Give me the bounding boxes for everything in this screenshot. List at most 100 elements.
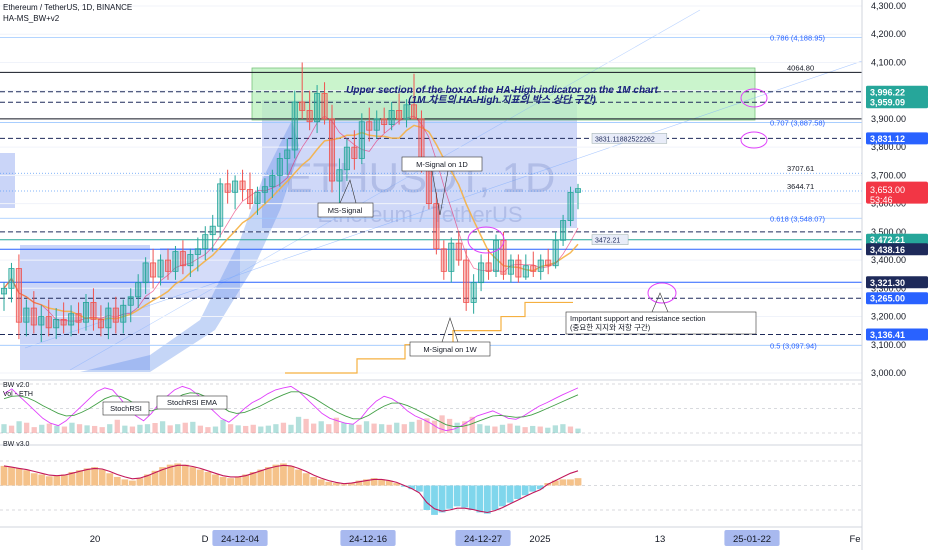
candle-body-72	[537, 259, 544, 272]
price-tag-box-9	[866, 243, 928, 256]
bw-v3-bar-21	[159, 467, 167, 486]
bw-v3-bar-42	[317, 479, 325, 486]
candle-body-13	[97, 318, 104, 329]
candle-body-61	[455, 242, 462, 261]
time-tick-label-3: 24-12-16	[349, 534, 387, 545]
highlight-circle-3	[647, 282, 677, 304]
bw-v3-bar-25	[189, 467, 197, 486]
ms-signal-band	[80, 120, 300, 372]
stochrsi-line	[3, 385, 579, 432]
bw-v3-bar-58	[438, 485, 446, 513]
fib-label-1: 0.707 (3,887.58)	[770, 118, 826, 127]
callout-stochrsi[interactable]: StochRSI	[102, 401, 150, 416]
bw-v3-bar-60	[453, 485, 461, 507]
volume-bar-4	[31, 427, 37, 433]
time-tick-label-2: 24-12-04	[221, 534, 259, 545]
highlight-circle-1	[740, 88, 768, 108]
callout-support-resistance[interactable]: Important support and resistance section…	[565, 292, 757, 335]
time-axis[interactable]: 20 D 24-12-04 24-12-16 24-12-27 2025 13 25-01-2…	[90, 530, 861, 546]
bw-v3-bar-39	[295, 469, 302, 486]
small-tag-label-0: 3831.11882522262	[595, 136, 655, 143]
bw-v3-bar-52	[393, 483, 401, 486]
bw-v3-bar-10	[76, 470, 83, 486]
annotation-ha-high[interactable]: Upper section of the box of the HA-High …	[346, 85, 658, 106]
candle-body-48	[358, 121, 365, 159]
bw-v3-bar-36	[272, 464, 280, 486]
volume-bar-24	[182, 422, 188, 433]
bw-v3-bar-69	[521, 485, 529, 496]
symbol-legend[interactable]: Ethereum / TetherUS, 1D, BINANCE	[3, 3, 133, 12]
bw-v3-bar-0	[0, 465, 8, 486]
volume-bar-45	[341, 422, 347, 433]
stochrsi-ema-line	[3, 391, 579, 428]
time-highlight-4	[455, 530, 511, 546]
volume-bar-11	[84, 425, 90, 433]
candle-body-42	[314, 93, 321, 123]
volume-bar-63	[477, 424, 483, 433]
callout-ms-signal[interactable]: MS-Signal	[317, 179, 374, 218]
bw-v3-bar-15	[113, 476, 121, 486]
price-tag-box-1	[866, 85, 928, 98]
bw-v3-bar-8	[61, 474, 68, 486]
callout-m-signal-1w[interactable]: M-Signal on 1W	[409, 317, 491, 357]
indicator-legend[interactable]: HA-MS_BW+v2	[3, 14, 60, 23]
candle-body-74	[552, 239, 559, 267]
candle-body-0	[0, 287, 8, 295]
bw-v3-bar-38	[287, 465, 295, 486]
bw-v3-pane: 40.000.00-40.00	[0, 456, 897, 515]
bw-v3-bar-20	[151, 470, 159, 486]
bw-v3-legend[interactable]: BW v3.0	[3, 441, 30, 448]
callout-stochrsi-label: StochRSI	[110, 404, 142, 413]
time-tick-label-5: 2025	[529, 534, 550, 545]
callout-m-signal-1d[interactable]: M-Signal on 1D	[401, 156, 483, 216]
candle-body-36	[269, 174, 276, 188]
candle-body-47	[351, 146, 358, 159]
volume-bar-62	[469, 416, 475, 433]
current-price-label: 3,653.00	[870, 185, 905, 195]
candle-body-51	[381, 118, 388, 125]
candle-body-71	[530, 265, 537, 272]
volume-bar-34	[258, 426, 264, 433]
candle-body-26	[194, 248, 201, 255]
volume-bar-53	[401, 424, 407, 433]
bw-v3-bar-41	[310, 476, 318, 486]
candle-body-30	[224, 183, 231, 193]
vol-legend[interactable]: Vol - ETH	[3, 391, 33, 398]
bw-v3-bar-5	[38, 474, 46, 486]
candle-body-18	[135, 282, 142, 298]
bw-v3-bar-49	[370, 478, 378, 486]
candle-body-40	[299, 101, 306, 111]
annotation-ha-high-ko: (1M 차트의 HA-High 지표의 박스 상단 구간)	[408, 94, 596, 106]
price-axis[interactable]: 4,300.004,200.004,100.004,000.003,900.00…	[866, 1, 928, 378]
bw-v3-bar-61	[461, 485, 469, 508]
bw-v2-legend[interactable]: BW v2.0	[3, 382, 30, 389]
price-tag-box-12	[866, 328, 928, 341]
candle-body-4	[30, 307, 37, 326]
time-tick-label-7: 25-01-22	[733, 534, 771, 545]
candle-body-43	[321, 93, 328, 120]
bw-v3-bar-43	[325, 481, 333, 486]
price-tag-label-2: 3,959.09	[870, 98, 905, 108]
bw-v3-bar-45	[340, 484, 348, 486]
bw-v3-bar-11	[83, 468, 91, 486]
candle-body-34	[254, 191, 261, 205]
candle-body-5	[38, 316, 45, 326]
candle-body-67	[500, 239, 507, 275]
small-tag-box-1	[591, 234, 629, 245]
volume-bar-2	[16, 421, 22, 433]
volume-bar-54	[409, 421, 415, 433]
volume-bar-15	[114, 419, 120, 433]
candle-body-2	[15, 268, 22, 323]
price-tag-box-11	[866, 292, 928, 305]
volume-bar-31	[235, 425, 241, 433]
volume-bar-73	[552, 425, 558, 433]
callout-m-signal-1d-pointer	[431, 170, 449, 216]
candle-body-77	[574, 188, 582, 193]
price-tag-label-1: 3,996.22	[870, 87, 905, 97]
callout-stochrsi-ema[interactable]: StochRSI EMA	[156, 395, 228, 410]
price-tick-label-4: 3,900.00	[871, 114, 906, 124]
callout-m-signal-1d-box	[401, 156, 483, 172]
candle-body-9	[68, 313, 75, 326]
bw-v3-bar-28	[212, 474, 219, 486]
